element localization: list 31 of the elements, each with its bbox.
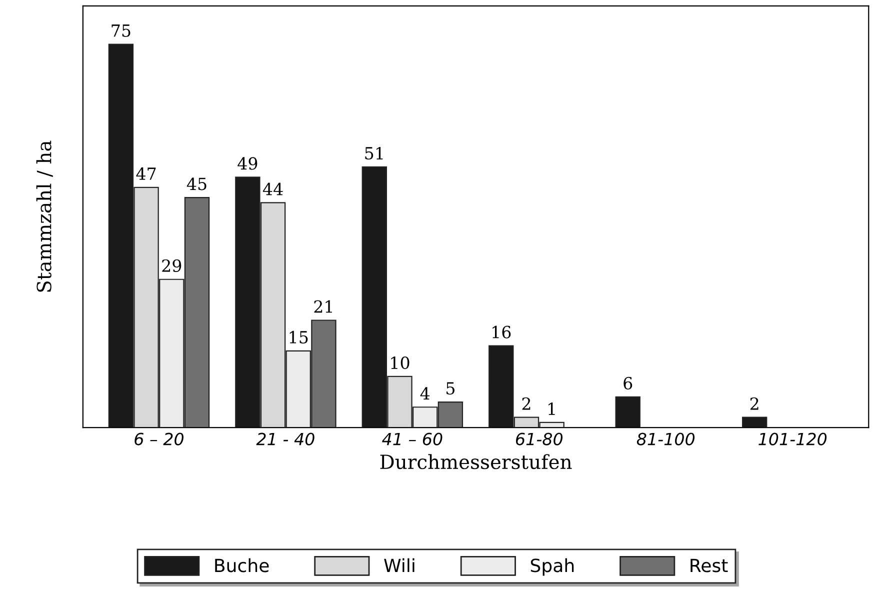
x-tick-label: 21 - 40 <box>256 432 314 446</box>
x-axis-title: Durchmesserstufen <box>380 454 572 470</box>
data-label: 1 <box>548 402 555 415</box>
data-label: 21 <box>314 300 332 313</box>
data-label: 75 <box>112 24 130 37</box>
x-tick-label: 101-120 <box>758 432 827 446</box>
data-label: 2 <box>750 397 758 410</box>
data-label: 49 <box>238 157 258 170</box>
x-tick-label: 61-80 <box>516 432 563 446</box>
legend-label: Spah <box>530 558 574 576</box>
x-tick-label: 6 – 20 <box>134 432 184 446</box>
data-label: 51 <box>365 146 383 160</box>
data-label: 45 <box>186 178 206 190</box>
legend-label: Buche <box>215 558 269 572</box>
data-label: 10 <box>391 356 410 370</box>
data-label: 29 <box>162 259 182 272</box>
data-label: 2 <box>522 397 530 410</box>
x-tick-label: 41 – 60 <box>382 432 442 446</box>
data-label: 16 <box>492 326 511 338</box>
data-label: 4 <box>420 387 430 400</box>
bar <box>615 396 640 428</box>
data-label: 47 <box>136 167 156 180</box>
data-label: 44 <box>262 182 283 196</box>
bar <box>742 416 768 428</box>
data-label: 5 <box>446 382 454 395</box>
legend-label: Rest <box>690 558 728 572</box>
data-label: 15 <box>290 330 308 344</box>
y-axis-title: Stammzahl / ha <box>36 140 53 292</box>
x-tick-label: 81-100 <box>636 432 695 446</box>
legend-label: Wili <box>384 558 414 572</box>
data-label: 6 <box>624 376 632 390</box>
